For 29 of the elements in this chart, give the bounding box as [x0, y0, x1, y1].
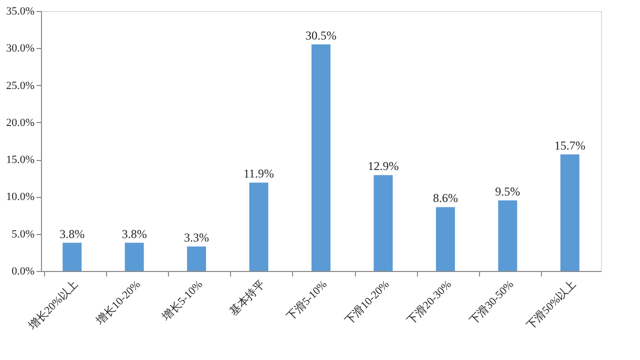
data-label: 3.8% — [60, 226, 85, 241]
y-tick-label: 10.0% — [6, 191, 34, 204]
bar — [374, 175, 393, 271]
data-label: 15.7% — [554, 138, 586, 152]
bar — [436, 207, 455, 271]
bar — [62, 242, 82, 271]
y-tick-label: 25.0% — [6, 80, 34, 92]
x-tick-label: 下滑50%以上 — [524, 278, 578, 332]
y-tick-label: 0.0% — [12, 266, 34, 278]
data-label: 30.5% — [306, 28, 336, 42]
data-label: 3.8% — [122, 226, 147, 241]
bar — [249, 182, 268, 271]
y-tick-label: 5.0% — [12, 228, 34, 240]
bar — [312, 44, 330, 271]
data-label: 9.5% — [495, 184, 520, 198]
y-tick-label: 15.0% — [6, 154, 34, 166]
x-tick-label: 基本持平 — [226, 278, 268, 318]
data-label: 3.3% — [184, 230, 210, 244]
bar — [560, 154, 580, 271]
y-tick-label: 30.0% — [6, 42, 34, 55]
x-tick-label: 增长20%以上 — [25, 278, 81, 334]
bar — [187, 246, 206, 271]
data-label: 8.6% — [432, 191, 458, 206]
bar — [124, 242, 144, 271]
data-label: 11.9% — [243, 166, 274, 181]
y-tick-label: 20.0% — [6, 116, 34, 129]
bar — [498, 200, 518, 271]
y-tick-label: 35.0% — [6, 6, 34, 18]
data-label: 12.9% — [368, 159, 399, 174]
